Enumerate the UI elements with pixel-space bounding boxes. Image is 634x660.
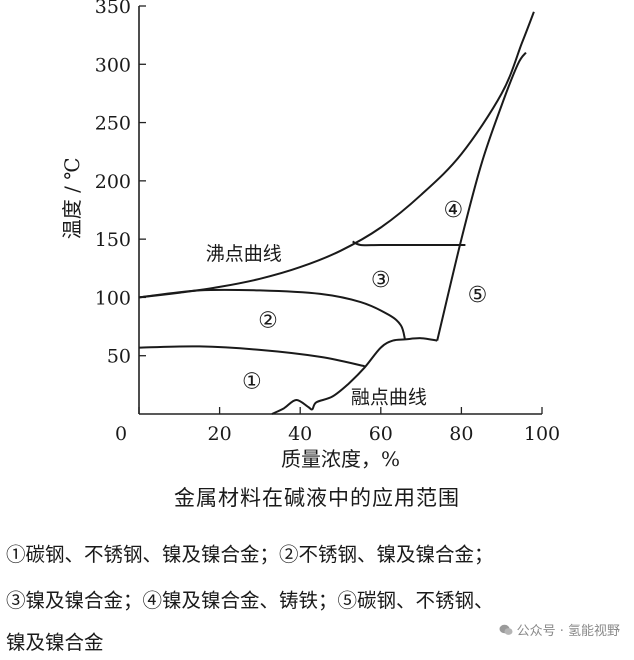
- x-tick-label: 100: [524, 423, 560, 445]
- chart-plot: 50 100 150 200 250 300 350 0 20 40 60 80 100 质量浓度，% 温度…: [60, 0, 560, 471]
- y-tick-label: 350: [95, 0, 131, 18]
- y-tick-label: 100: [95, 287, 131, 309]
- region-boundary-2: [436, 51, 527, 341]
- legend-line-2: ③镍及镍合金；④镍及镍合金、铸铁；⑤碳钢、不锈钢、: [6, 589, 494, 612]
- watermark-text: 公众号 · 氢能视野: [516, 624, 620, 639]
- y-tick-label: 200: [95, 171, 131, 193]
- x-axis-label: 质量浓度，%: [281, 447, 400, 471]
- region-label: ④: [443, 198, 463, 223]
- boiling-point-curve: [138, 11, 535, 299]
- x-tick-label: 0: [115, 423, 127, 445]
- y-tick-label: 250: [95, 113, 131, 135]
- y-axis-label: 温度 / ℃: [60, 157, 84, 239]
- y-tick-label: 50: [107, 346, 131, 368]
- y-tick-label: 150: [95, 229, 131, 251]
- region-label: ②: [258, 309, 278, 334]
- watermark: 公众号 · 氢能视野: [499, 620, 620, 639]
- y-tick-label: 300: [95, 54, 131, 76]
- x-tick-label: 40: [288, 423, 312, 445]
- region-boundary-4: [138, 288, 406, 340]
- x-tick-label: 60: [369, 423, 393, 445]
- x-tick-label: 20: [208, 423, 232, 445]
- curve-annotation: 沸点曲线: [206, 243, 282, 265]
- legend-line-3: 镍及镍合金: [6, 631, 104, 654]
- region-boundary-3: [138, 345, 365, 368]
- region-boundary-5: [352, 240, 466, 247]
- region-label: ⑤: [468, 283, 488, 308]
- curve-annotation: 融点曲线: [351, 387, 427, 409]
- chart-caption: 金属材料在碱液中的应用范围: [174, 486, 460, 510]
- x-tick-label: 80: [449, 423, 473, 445]
- region-label: ①: [242, 369, 262, 394]
- legend-line-1: ①碳钢、不锈钢、镍及镍合金；②不锈钢、镍及镍合金；: [6, 543, 494, 566]
- melting-point-curve: [271, 337, 438, 415]
- chat-bubble-icon: [499, 623, 513, 637]
- region-label: ③: [371, 268, 391, 293]
